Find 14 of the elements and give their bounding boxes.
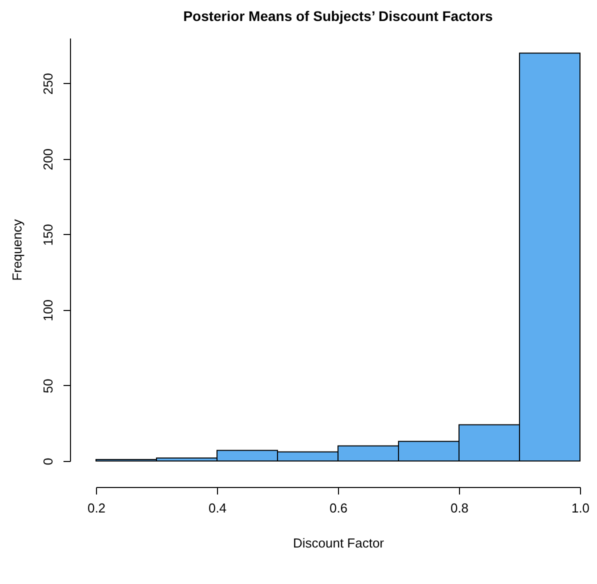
y-tick-label: 50	[40, 378, 56, 394]
x-axis-title: Discount Factor	[292, 536, 385, 550]
y-tick-label: 100	[40, 300, 56, 322]
x-tick-label: 0.8	[450, 500, 469, 516]
y-tick-label: 250	[40, 72, 56, 95]
y-tick-label: 200	[40, 148, 56, 170]
y-tick-label: 150	[40, 224, 56, 246]
chart-title: Posterior Means of Subjects’ Discount Factors	[183, 8, 494, 24]
x-tick-label: 0.6	[329, 500, 348, 516]
x-tick-label: 0.2	[87, 500, 106, 516]
y-tick-label: 0	[40, 458, 56, 466]
y-axis-title: Frequency	[10, 218, 24, 281]
x-tick-label: 0.4	[208, 500, 227, 516]
x-tick-label: 1.0	[571, 500, 590, 516]
